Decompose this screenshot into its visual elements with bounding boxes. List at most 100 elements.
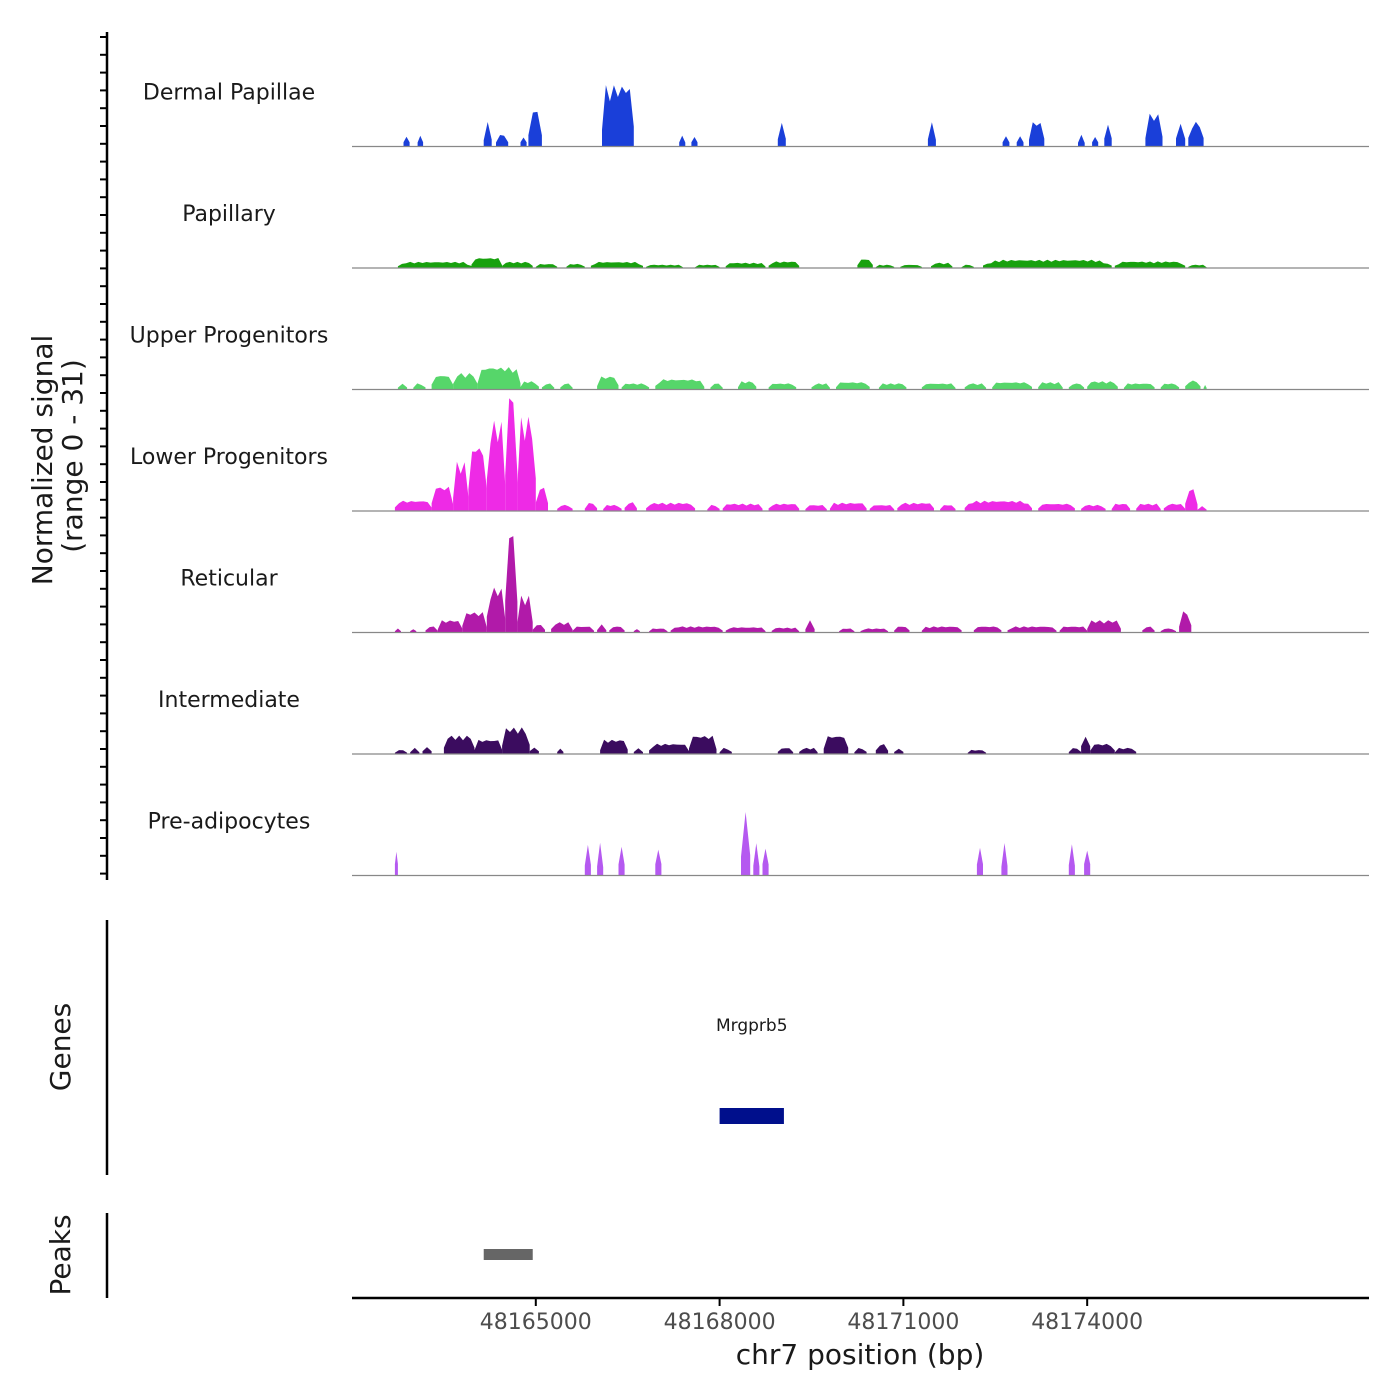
track-label: Upper Progenitors (130, 324, 329, 349)
signal-peak (921, 383, 956, 390)
signal-peak (1092, 137, 1099, 147)
signal-peak (1068, 383, 1085, 390)
signal-peak (471, 258, 503, 268)
x-tick-label: 48171000 (847, 1310, 959, 1335)
signal-peak (597, 842, 604, 876)
signal-peak (1176, 123, 1186, 147)
signal-peak (1038, 503, 1075, 511)
signal-peak (771, 627, 800, 633)
signal-peak (413, 383, 426, 390)
signal-peak (517, 595, 533, 633)
signal-peak (655, 379, 705, 390)
signal-peak (710, 383, 723, 390)
signal-peak (854, 748, 867, 754)
signal-peak (836, 382, 870, 390)
signal-peak (1087, 620, 1121, 633)
signal-peak (875, 264, 895, 268)
track-reticular: Reticular (180, 536, 1369, 634)
signal-peak (940, 505, 956, 511)
x-axis-title: chr7 position (bp) (736, 1338, 985, 1371)
signal-peak (529, 747, 539, 754)
signal-peak (1111, 503, 1131, 511)
signal-peak (695, 264, 720, 268)
peaks-panel (483, 1249, 533, 1260)
signal-peak (1179, 611, 1192, 633)
signal-peak (805, 505, 827, 511)
signal-peak (1007, 626, 1057, 633)
signal-peak (725, 627, 766, 633)
signal-peak (557, 748, 564, 754)
signal-peak (560, 383, 573, 390)
signal-peak (777, 748, 794, 754)
track-upper-progenitors: Upper Progenitors (130, 324, 1369, 391)
signal-peak (621, 383, 650, 390)
signal-peak (394, 750, 408, 754)
signal-peak (1038, 382, 1063, 390)
track-label: Lower Progenitors (130, 445, 328, 470)
signal-peak (431, 376, 454, 390)
signal-peak (878, 383, 907, 390)
signal-peak (1160, 628, 1176, 633)
signal-peak (894, 748, 904, 754)
signal-peak (1081, 504, 1106, 511)
signal-peak (609, 626, 625, 633)
signal-peak (397, 383, 408, 390)
signal-peak (584, 503, 598, 511)
signal-peak (394, 500, 432, 511)
signal-peak (528, 111, 542, 147)
signal-peak (1068, 844, 1075, 876)
signal-peak (649, 628, 668, 633)
signal-peak (1145, 113, 1163, 147)
signal-peak (961, 264, 974, 268)
signal-peak (477, 367, 521, 390)
signal-peak (1059, 626, 1088, 633)
signal-peak (1114, 747, 1137, 754)
signal-peak (1002, 136, 1010, 147)
signal-peak (839, 628, 855, 633)
signal-peak (1136, 503, 1161, 511)
signal-peak (973, 626, 1002, 633)
signal-peak (486, 420, 506, 511)
signal-peak (602, 85, 634, 147)
signal-peak (1123, 383, 1155, 390)
gene-label: Mrgprb5 (716, 1016, 788, 1036)
signal-peak (823, 736, 849, 754)
signal-peak (722, 503, 763, 511)
signal-peak (551, 622, 573, 633)
signal-peak (1203, 385, 1207, 390)
y-axis-range: (range 0 - 31) (56, 359, 89, 553)
signal-peak (535, 487, 548, 511)
signal-peak (517, 416, 536, 511)
signal-peak (1001, 843, 1008, 876)
signal-peak (670, 626, 723, 633)
signal-peak (762, 848, 769, 876)
signal-peak (1188, 264, 1207, 268)
signal-peak (1078, 134, 1085, 147)
signal-peak (805, 620, 815, 633)
signal-peak (468, 448, 487, 511)
tracks-y-ticks (100, 36, 107, 875)
track-intermediate: Intermediate (158, 688, 1369, 755)
signal-peak (857, 259, 873, 268)
signal-peak (777, 122, 786, 147)
signal-peak (1197, 506, 1207, 511)
track-pre-adipocytes: Pre-adipocytes (148, 810, 1369, 877)
signal-peak (1104, 124, 1112, 147)
signal-peak (768, 383, 797, 390)
signal-peak (753, 843, 760, 876)
signal-peak (483, 122, 492, 147)
signal-peak (927, 122, 936, 147)
signal-peak (1068, 748, 1082, 754)
signal-peak (1029, 122, 1045, 147)
signal-peak (394, 628, 401, 633)
x-tick-label: 48168000 (664, 1310, 776, 1335)
track-label: Intermediate (158, 688, 300, 713)
gene-body (719, 1108, 784, 1124)
signal-peak (1160, 383, 1180, 390)
signal-peak (535, 264, 558, 268)
signal-peak (1163, 503, 1186, 511)
signal-peak (964, 500, 1032, 511)
signal-peak (572, 626, 594, 633)
